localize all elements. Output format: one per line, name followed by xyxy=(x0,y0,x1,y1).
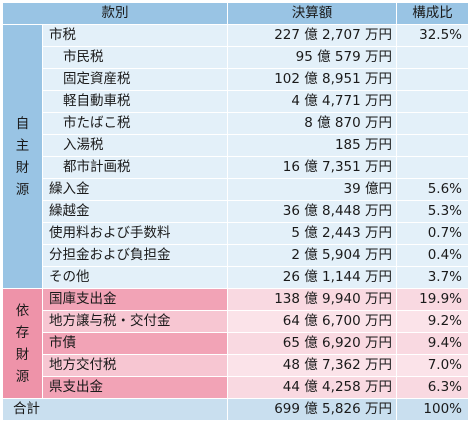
row-ratio: 7.0% xyxy=(396,354,469,377)
own-revenue-section: 自主財源 市税 227 億 2,707 万円 32.5% 市民税 95 億 57… xyxy=(2,24,469,289)
row-label: 繰越金 xyxy=(42,200,228,223)
group-label-char: 財 xyxy=(15,346,30,363)
row-label: 地方譲与税・交付金 xyxy=(42,310,228,333)
row-label: 市税 xyxy=(42,24,228,47)
row-ratio: 0.7% xyxy=(396,222,469,245)
row-ratio: 5.3% xyxy=(396,200,469,223)
group-label-dependent-text: 依存財源 xyxy=(4,300,42,388)
table-row: 繰入金 39 億円 5.6% xyxy=(3,178,469,201)
row-amount: 185 万円 xyxy=(227,134,397,157)
row-label: 地方交付税 xyxy=(42,354,228,377)
header-item: 款別 xyxy=(2,2,228,25)
group-label-char: 自 xyxy=(15,115,30,132)
row-amount: 95 億 579 万円 xyxy=(227,46,397,69)
row-label: 入湯税 xyxy=(42,134,228,157)
row-ratio xyxy=(396,112,469,135)
table-row: 県支出金 44 億 4,258 万円 6.3% xyxy=(3,376,469,399)
row-label: 国庫支出金 xyxy=(42,288,228,311)
table-header-row: 款別 決算額 構成比 xyxy=(2,2,469,25)
table-row: 市債 65 億 6,920 万円 9.4% xyxy=(3,332,469,355)
table-row: 地方交付税 48 億 7,362 万円 7.0% xyxy=(3,354,469,377)
row-label: 県支出金 xyxy=(42,376,228,399)
row-amount: 8 億 870 万円 xyxy=(227,112,397,135)
row-label: 市たばこ税 xyxy=(42,112,228,135)
row-label: 使用料および手数料 xyxy=(42,222,228,245)
revenue-budget-table: 款別 決算額 構成比 自主財源 市税 227 億 2,707 万円 32.5% … xyxy=(2,2,469,421)
total-amount: 699 億 5,826 万円 xyxy=(227,398,397,421)
row-ratio xyxy=(396,90,469,113)
row-amount: 227 億 2,707 万円 xyxy=(227,24,397,47)
row-ratio: 32.5% xyxy=(396,24,469,47)
table-row: 地方譲与税・交付金 64 億 6,700 万円 9.2% xyxy=(3,310,469,333)
group-label-own: 自主財源 xyxy=(2,24,43,289)
header-amount: 決算額 xyxy=(227,2,397,25)
total-section: 合計 699 億 5,826 万円 100% xyxy=(2,398,469,421)
row-amount: 39 億円 xyxy=(227,178,397,201)
row-amount: 48 億 7,362 万円 xyxy=(227,354,397,377)
row-ratio xyxy=(396,68,469,91)
row-amount: 36 億 8,448 万円 xyxy=(227,200,397,223)
group-label-char: 源 xyxy=(15,181,30,198)
row-label: 軽自動車税 xyxy=(42,90,228,113)
row-amount: 16 億 7,351 万円 xyxy=(227,156,397,179)
total-row: 合計 699 億 5,826 万円 100% xyxy=(2,398,469,421)
table-row: 入湯税 185 万円 xyxy=(3,134,469,157)
row-ratio: 9.2% xyxy=(396,310,469,333)
total-label: 合計 xyxy=(2,398,228,421)
row-amount: 102 億 8,951 万円 xyxy=(227,68,397,91)
table-row: 使用料および手数料 5 億 2,443 万円 0.7% xyxy=(3,222,469,245)
row-amount: 2 億 5,904 万円 xyxy=(227,244,397,267)
row-ratio xyxy=(396,156,469,179)
table-row: 固定資産税 102 億 8,951 万円 xyxy=(3,68,469,91)
row-amount: 138 億 9,940 万円 xyxy=(227,288,397,311)
row-amount: 5 億 2,443 万円 xyxy=(227,222,397,245)
group-label-char: 源 xyxy=(15,368,30,385)
group-label-own-text: 自主財源 xyxy=(4,113,42,201)
table-row: その他 26 億 1,144 万円 3.7% xyxy=(3,266,469,289)
group-label-dependent: 依存財源 xyxy=(2,288,43,399)
row-label: その他 xyxy=(42,266,228,289)
table-row: 市たばこ税 8 億 870 万円 xyxy=(3,112,469,135)
table-row: 分担金および負担金 2 億 5,904 万円 0.4% xyxy=(3,244,469,267)
row-ratio: 9.4% xyxy=(396,332,469,355)
dependent-revenue-section: 依存財源 国庫支出金 138 億 9,940 万円 19.9% 地方譲与税・交付… xyxy=(2,288,469,399)
row-label: 都市計画税 xyxy=(42,156,228,179)
table-row: 依存財源 国庫支出金 138 億 9,940 万円 19.9% xyxy=(2,288,469,399)
group-label-char: 依 xyxy=(15,302,30,319)
row-ratio xyxy=(396,134,469,157)
group-label-char: 財 xyxy=(15,159,30,176)
row-ratio xyxy=(396,46,469,69)
row-amount: 64 億 6,700 万円 xyxy=(227,310,397,333)
row-amount: 4 億 4,771 万円 xyxy=(227,90,397,113)
row-label: 繰入金 xyxy=(42,178,228,201)
row-label: 固定資産税 xyxy=(42,68,228,91)
row-amount: 44 億 4,258 万円 xyxy=(227,376,397,399)
table-row: 軽自動車税 4 億 4,771 万円 xyxy=(3,90,469,113)
row-amount: 26 億 1,144 万円 xyxy=(227,266,397,289)
group-label-char: 主 xyxy=(15,137,30,154)
row-ratio: 3.7% xyxy=(396,266,469,289)
group-label-char: 存 xyxy=(15,324,30,341)
table-row: 繰越金 36 億 8,448 万円 5.3% xyxy=(3,200,469,223)
table-row: 自主財源 市税 227 億 2,707 万円 32.5% xyxy=(2,24,469,289)
row-ratio: 19.9% xyxy=(396,288,469,311)
row-label: 市債 xyxy=(42,332,228,355)
header-ratio: 構成比 xyxy=(396,2,469,25)
row-label: 分担金および負担金 xyxy=(42,244,228,267)
row-ratio: 0.4% xyxy=(396,244,469,267)
total-ratio: 100% xyxy=(396,398,469,421)
row-ratio: 6.3% xyxy=(396,376,469,399)
row-label: 市民税 xyxy=(42,46,228,69)
row-amount: 65 億 6,920 万円 xyxy=(227,332,397,355)
row-ratio: 5.6% xyxy=(396,178,469,201)
table-row: 都市計画税 16 億 7,351 万円 xyxy=(3,156,469,179)
table-row: 市民税 95 億 579 万円 xyxy=(3,46,469,69)
